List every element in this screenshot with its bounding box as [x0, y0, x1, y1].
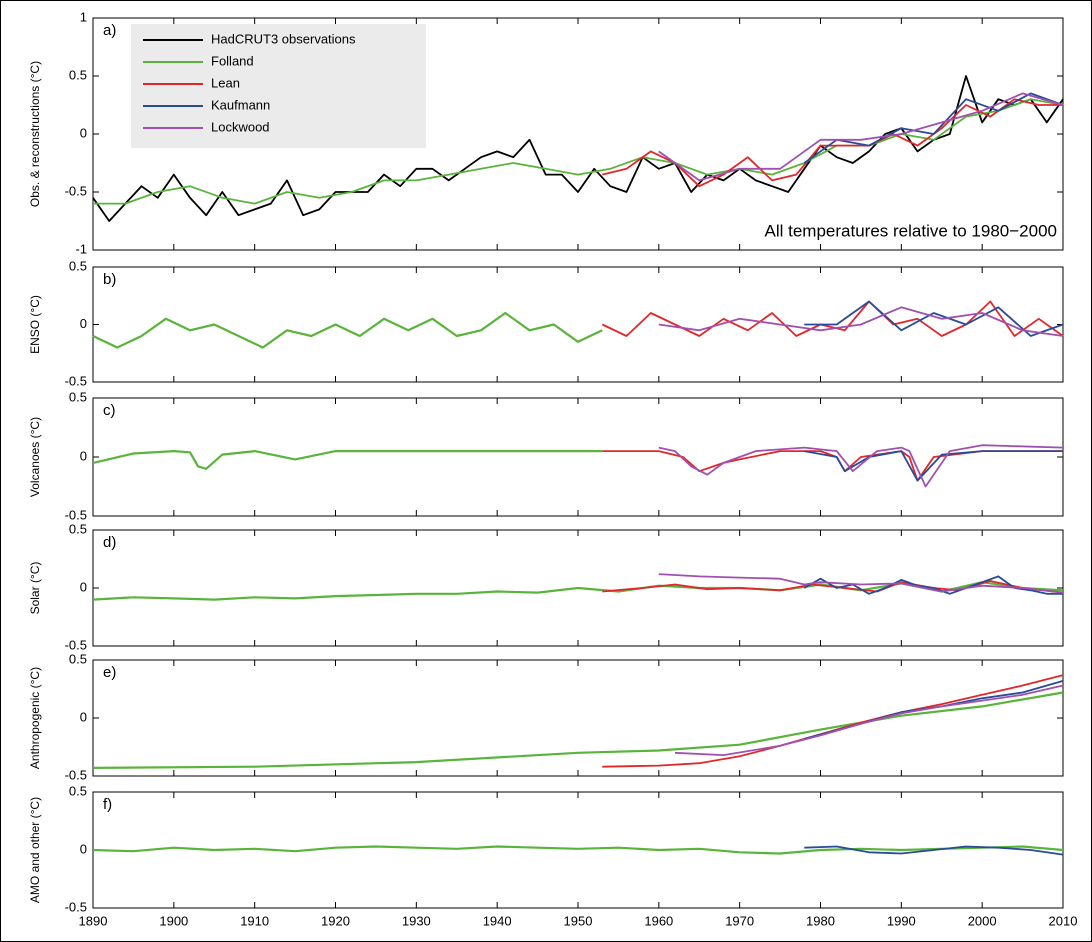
series-line [804, 450, 1063, 482]
y-tick-label: 0.5 [69, 651, 87, 666]
y-tick-label: -0.5 [65, 767, 87, 782]
x-tick-label: 1910 [240, 913, 269, 928]
legend-label: Lockwood [211, 119, 270, 134]
series-line [658, 92, 1064, 182]
panel-label: b) [103, 271, 116, 288]
y-axis-label: ENSO (°C) [28, 295, 42, 354]
y-axis-label: Obs. & reconstructions (°C) [28, 61, 42, 207]
x-tick-label: 2010 [1049, 913, 1078, 928]
legend-label: Folland [211, 53, 254, 68]
y-tick-label: 0 [80, 709, 87, 724]
y-tick-label: 0.5 [69, 783, 87, 798]
x-tick-label: 1940 [483, 913, 512, 928]
y-tick-label: -1 [75, 241, 87, 256]
x-tick-label: 1890 [79, 913, 108, 928]
annotation: All temperatures relative to 1980−2000 [765, 221, 1058, 240]
series-line [803, 575, 1063, 595]
y-axis-label: Volcanoes (°C) [28, 417, 42, 497]
y-tick-label: 0 [80, 579, 87, 594]
series-line [658, 573, 1064, 594]
y-tick-label: 0 [80, 448, 87, 463]
legend-label: HadCRUT3 observations [211, 31, 356, 46]
x-tick-label: 1980 [806, 913, 835, 928]
x-tick-label: 1950 [564, 913, 593, 928]
legend-label: Kaufmann [211, 97, 270, 112]
x-tick-label: 1920 [321, 913, 350, 928]
series-line [92, 845, 1064, 855]
x-tick-label: 1990 [887, 913, 916, 928]
y-tick-label: -0.5 [65, 507, 87, 522]
x-tick-label: 1930 [402, 913, 431, 928]
y-tick-label: -0.5 [65, 899, 87, 914]
y-tick-label: 0.5 [69, 389, 87, 404]
x-tick-label: 1960 [644, 913, 673, 928]
y-axis-label: Solar (°C) [28, 562, 42, 615]
x-tick-label: 2000 [968, 913, 997, 928]
panel-label: d) [103, 534, 116, 551]
legend-label: Lean [211, 75, 240, 90]
y-tick-label: 0.5 [69, 521, 87, 536]
y-tick-label: 0.5 [69, 67, 87, 82]
series-line [804, 845, 1064, 856]
series-line [92, 450, 603, 470]
series-line [658, 306, 1064, 337]
series-line [601, 300, 1064, 337]
x-tick-label: 1970 [725, 913, 754, 928]
series-line [92, 311, 603, 349]
panel-label: f) [103, 796, 112, 813]
y-tick-label: 0 [80, 316, 87, 331]
series-line [658, 444, 1064, 488]
y-axis-label: AMO and other (°C) [28, 797, 42, 903]
x-tick-label: 1900 [159, 913, 188, 928]
y-tick-label: 0 [80, 841, 87, 856]
panel-label: e) [103, 664, 116, 681]
y-axis-label: Anthropogenic (°C) [28, 667, 42, 769]
panel-label: a) [103, 22, 116, 39]
y-tick-label: 0.5 [69, 258, 87, 273]
series-line [803, 92, 1064, 164]
y-tick-label: -0.5 [65, 373, 87, 388]
series-line [92, 691, 1064, 769]
y-tick-label: -0.5 [65, 637, 87, 652]
panel-label: c) [103, 402, 116, 419]
y-tick-label: 1 [80, 9, 87, 24]
y-tick-label: 0 [80, 125, 87, 140]
series-line [674, 684, 1064, 756]
y-tick-label: -0.5 [65, 183, 87, 198]
series-line [804, 300, 1064, 337]
